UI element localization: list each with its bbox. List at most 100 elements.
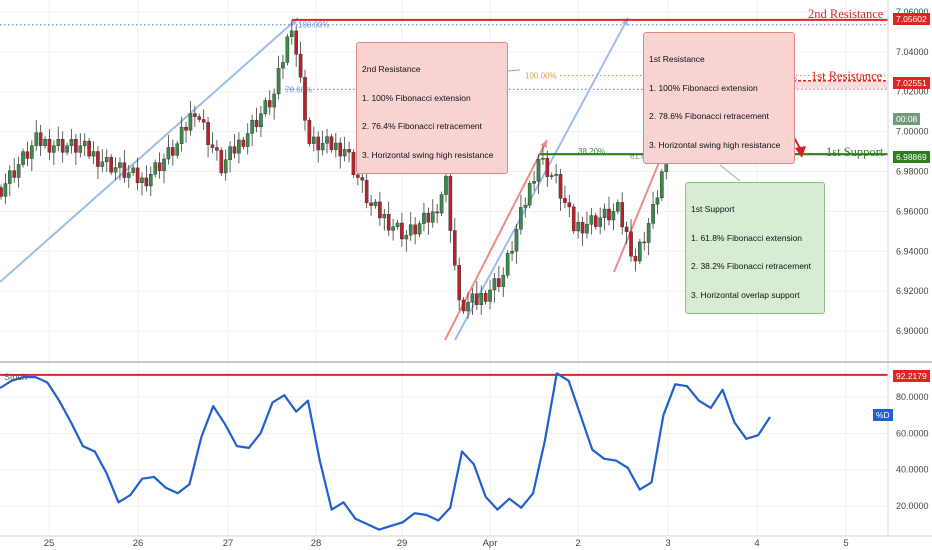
price-tick-label: 6.98000 <box>896 167 929 177</box>
support1-note-title: 1st Support <box>691 204 735 214</box>
candle-body <box>52 145 56 153</box>
candle-body <box>638 241 642 262</box>
candle-body <box>285 36 290 63</box>
candle-body <box>633 256 638 262</box>
candle-body <box>30 145 34 159</box>
candle-body <box>505 253 510 276</box>
candle-body <box>263 100 268 114</box>
candle-body <box>219 150 224 174</box>
price-tick-label: 7.02000 <box>896 87 929 97</box>
candle-body <box>413 224 417 235</box>
candle-body <box>113 167 118 173</box>
resistance1-note-line: 3. Horizontal swing high resistance <box>649 139 781 150</box>
candle-body <box>16 164 21 178</box>
candle-body <box>210 144 215 148</box>
candle-body <box>25 151 30 159</box>
time-tick-label: 26 <box>133 538 144 549</box>
candle-body <box>378 201 382 219</box>
candle-body <box>549 175 554 177</box>
time-tick-label: 29 <box>397 538 408 549</box>
candle-body <box>347 149 351 153</box>
resistance2-note-title: 2nd Resistance <box>362 64 421 74</box>
support1-note-line: 2. 38.2% Fibonacci retracement <box>691 261 812 271</box>
candle-body <box>422 212 426 224</box>
fib-label: 100.00% <box>298 21 330 30</box>
time-tick-label: 4 <box>754 538 759 549</box>
candle-body <box>197 116 202 120</box>
time-tick-label: 25 <box>44 538 55 549</box>
candle-body <box>580 221 585 234</box>
candle-body <box>558 174 563 199</box>
candle-body <box>126 172 131 178</box>
candle-body <box>21 151 25 165</box>
candle-body <box>312 136 316 144</box>
candle-body <box>184 126 188 131</box>
candle-body <box>109 156 113 173</box>
candle-body <box>175 143 180 156</box>
candle-body <box>417 223 422 235</box>
candle-body <box>38 132 43 146</box>
candle-body <box>373 201 378 206</box>
support1-note-line: 1. 61.8% Fibonacci extension <box>691 232 803 243</box>
resistance1-note-line: 2. 78.6% Fibonacci retracement <box>649 111 770 121</box>
candle-body <box>307 120 312 144</box>
time-axis: 25 26 27 28 29 Apr 2 3 4 5 <box>44 538 849 549</box>
candle-body <box>400 222 404 240</box>
time-tick-label: 3 <box>665 538 670 549</box>
candle-body <box>69 139 74 146</box>
stoch-d-line <box>0 372 771 531</box>
candle-body <box>43 139 47 146</box>
candle-body <box>148 174 153 187</box>
candle-body <box>497 278 501 287</box>
stoch-tick-label: 20.0000 <box>896 501 929 511</box>
candle-body <box>527 183 532 206</box>
price-tick-label: 7.04000 <box>896 47 929 57</box>
candle-body <box>0 187 3 197</box>
candle-body <box>82 140 87 146</box>
candle-body <box>492 278 497 291</box>
candle-body <box>298 53 303 78</box>
candle-body <box>541 157 545 160</box>
candle-body <box>232 146 237 154</box>
support1-note-connector <box>719 164 741 182</box>
time-tick-label: 27 <box>223 538 234 549</box>
candle-body <box>514 229 519 252</box>
candle-body <box>519 207 523 230</box>
candle-body <box>536 159 541 182</box>
blue-arrow-up-1 <box>0 17 299 283</box>
candle-body <box>56 139 61 146</box>
candle-body <box>439 194 444 214</box>
candle-body <box>294 30 298 55</box>
first-support-tag: 6.98869 <box>893 151 930 163</box>
candle-body <box>448 175 453 231</box>
price-tick-label: 6.96000 <box>896 206 929 216</box>
candle-body <box>646 223 651 243</box>
candle-body <box>254 120 259 128</box>
second-resistance-label: 2nd Resistance <box>808 7 884 21</box>
candle-body <box>281 62 285 69</box>
candle-body <box>470 293 475 303</box>
candle-body <box>655 197 660 205</box>
resistance2-note-line: 3. Horizontal swing high resistance <box>362 149 494 160</box>
candle-body <box>228 146 232 160</box>
candle-body <box>611 211 616 221</box>
candle-body <box>651 204 655 224</box>
candle-body <box>607 208 611 221</box>
candle-body <box>391 226 395 231</box>
candle-body <box>461 299 466 312</box>
candle-body <box>153 162 158 175</box>
candle-body <box>65 145 69 153</box>
candle-body <box>100 161 105 167</box>
candle-body <box>598 217 602 227</box>
candle-body <box>245 133 250 147</box>
resistance2-note: 2nd Resistance 1. 100% Fibonacci extensi… <box>356 42 508 174</box>
candle-body <box>237 139 241 154</box>
candle-body <box>8 170 12 184</box>
stoch-tick-label: 60.0000 <box>896 428 929 438</box>
candle-body <box>206 122 210 145</box>
candle-body <box>479 293 484 305</box>
candle-body <box>488 289 492 302</box>
candle-body <box>523 205 528 208</box>
first-resistance-label: 1st Resistance <box>811 69 883 83</box>
